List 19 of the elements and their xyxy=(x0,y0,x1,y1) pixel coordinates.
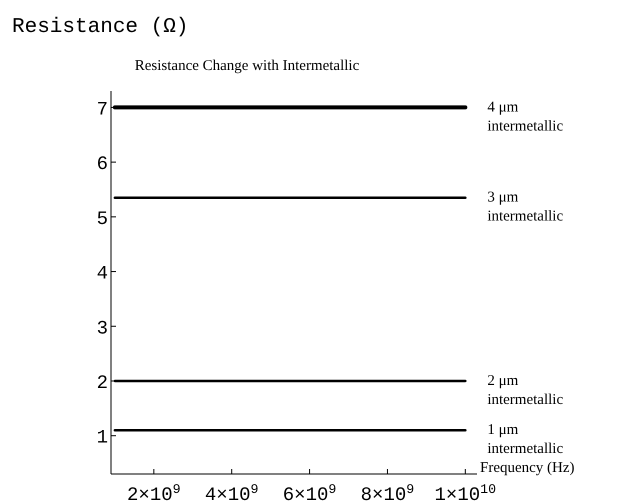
series-label: 2 μm intermetallic xyxy=(487,372,564,408)
chart-title: Resistance Change with Intermetallic xyxy=(134,58,360,74)
series-label: 4 μm intermetallic xyxy=(487,99,564,134)
y-tick-label: 4 xyxy=(96,262,108,285)
x-tick-label: 2×10$^{9}$ xyxy=(127,482,181,501)
x-tick-label: 4×10$^{9}$ xyxy=(204,482,259,501)
y-axis-title: Resistance (Ω) xyxy=(12,16,188,39)
y-tick-label: 2 xyxy=(96,372,108,394)
y-tick-label: 3 xyxy=(96,317,108,340)
y-tick-label: 6 xyxy=(96,153,108,176)
x-axis-title: Frequency (Hz) xyxy=(480,460,575,476)
y-tick-label: 5 xyxy=(96,208,108,230)
x-tick-label: 8×10$^{9}$ xyxy=(360,482,414,501)
x-tick-label: 6×10$^{9}$ xyxy=(282,482,336,501)
series-label: 1 μm intermetallic xyxy=(487,422,564,458)
y-tick-label: 1 xyxy=(96,426,108,449)
y-tick-label: 7 xyxy=(96,98,108,120)
x-tick-label: 1×10$^{10}$ xyxy=(434,482,496,501)
series-label: 3 μm intermetallic xyxy=(487,190,564,225)
